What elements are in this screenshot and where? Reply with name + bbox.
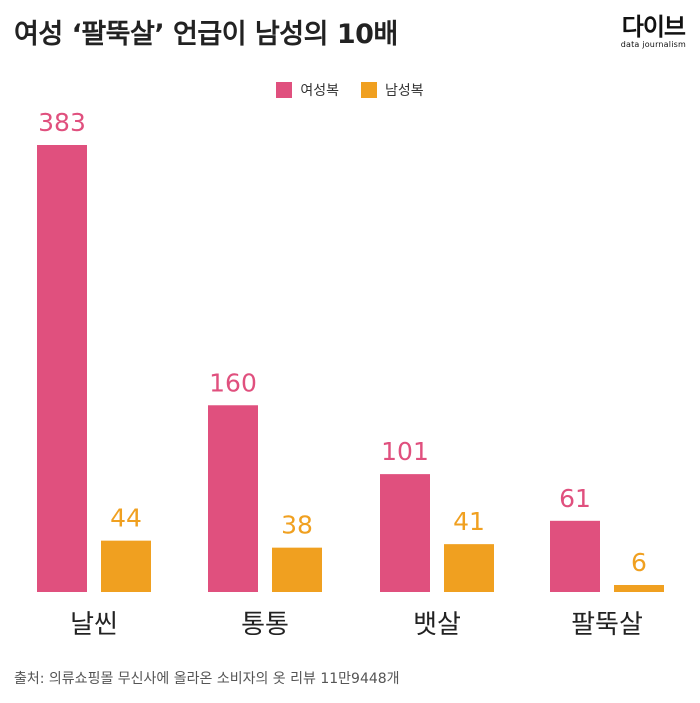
bar-male-3 <box>444 544 494 592</box>
value-label-female-1: 383 <box>38 108 86 137</box>
value-label-female-3: 101 <box>381 437 429 466</box>
value-label-female-2: 160 <box>209 368 257 397</box>
value-label-male-3: 41 <box>453 507 485 536</box>
bar-female-1 <box>37 145 87 592</box>
value-label-male-1: 44 <box>110 504 142 533</box>
value-label-male-4: 6 <box>631 548 647 577</box>
legend-label-female: 여성복 <box>300 83 339 99</box>
category-label-2: 통통 <box>241 610 289 640</box>
source-note: 출처: 의류쇼핑몰 무신사에 올라온 소비자의 옷 리뷰 11만9448개 <box>14 671 400 687</box>
value-label-male-2: 38 <box>281 511 313 540</box>
category-label-1: 날씬 <box>70 610 118 640</box>
bar-male-2 <box>272 547 322 592</box>
bar-male-1 <box>101 540 151 592</box>
chart-title: 여성 ‘팔뚝살’ 언급이 남성의 10배 <box>14 19 398 50</box>
logo-subtext: data journalism <box>620 40 686 49</box>
logo: 다이브 data journalism <box>621 14 686 50</box>
legend-item-female: 여성복 <box>276 80 339 100</box>
category-label-3: 뱃살 <box>413 610 461 640</box>
legend-item-male: 남성복 <box>361 80 424 100</box>
legend: 여성복 남성복 <box>0 80 700 100</box>
legend-swatch-female <box>276 82 293 98</box>
category-label-4: 팔뚝살 <box>571 610 643 640</box>
bar-male-4 <box>614 584 664 592</box>
bar-female-3 <box>380 474 430 592</box>
logo-text: 다이브 <box>621 13 686 41</box>
bar-female-4 <box>550 520 600 592</box>
legend-label-male: 남성복 <box>385 83 424 99</box>
legend-swatch-male <box>361 82 377 98</box>
value-label-female-4: 61 <box>559 484 591 513</box>
bar-female-2 <box>208 405 258 592</box>
